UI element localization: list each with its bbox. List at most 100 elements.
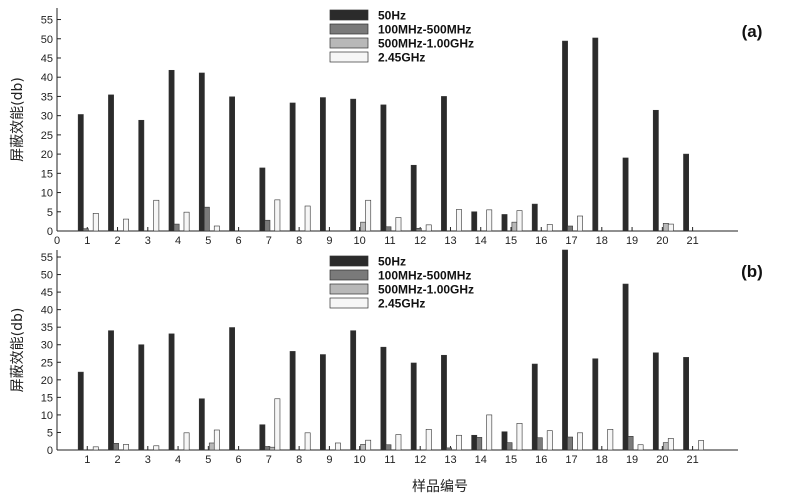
bar xyxy=(198,398,205,451)
y-tick-label: 25 xyxy=(41,357,53,369)
bar xyxy=(456,209,462,232)
y-tick-label: 40 xyxy=(41,72,53,84)
bar xyxy=(577,215,583,232)
y-tick-label: 10 xyxy=(41,188,53,200)
bar xyxy=(259,424,266,451)
x-tick-label: 1 xyxy=(84,454,90,466)
bar xyxy=(531,203,538,232)
bar xyxy=(627,436,634,451)
y-tick-label: 30 xyxy=(41,340,53,352)
y-axis-label: 屏蔽效能(db) xyxy=(10,308,26,393)
bar xyxy=(385,444,392,451)
bar xyxy=(274,199,281,232)
bar xyxy=(229,96,235,232)
bar xyxy=(511,221,518,232)
x-tick-label: 18 xyxy=(596,454,608,466)
bar xyxy=(592,37,599,232)
bar xyxy=(446,447,452,451)
bar xyxy=(501,214,508,232)
legend-swatch xyxy=(329,255,369,267)
bar xyxy=(476,437,483,451)
bar xyxy=(113,443,119,451)
bar xyxy=(92,213,99,232)
bar xyxy=(567,436,573,451)
y-tick-label: 10 xyxy=(41,410,53,422)
x-tick-label: 14 xyxy=(475,235,487,247)
bar xyxy=(506,442,513,451)
y-tick-label: 55 xyxy=(41,15,53,27)
x-tick-label: 3 xyxy=(145,454,151,466)
bar xyxy=(415,228,422,232)
bar xyxy=(183,211,190,232)
bar xyxy=(562,249,568,451)
bar xyxy=(108,330,114,451)
x-tick-label: 0 xyxy=(54,235,60,247)
legend-swatch xyxy=(329,283,369,295)
bar xyxy=(365,439,372,451)
x-tick-label: 7 xyxy=(266,235,272,247)
legend-swatch xyxy=(329,23,369,35)
bar xyxy=(683,153,689,232)
bar xyxy=(425,428,432,451)
y-tick-label: 45 xyxy=(41,53,53,65)
x-tick-label: 12 xyxy=(414,235,426,247)
x-tick-label: 21 xyxy=(686,454,698,466)
x-tick-label: 13 xyxy=(444,235,456,247)
y-tick-label: 30 xyxy=(41,111,53,123)
x-tick-label: 12 xyxy=(414,454,426,466)
bar xyxy=(360,444,367,451)
bar xyxy=(168,333,175,451)
bar xyxy=(516,423,523,451)
bar xyxy=(577,432,583,451)
x-tick-label: 17 xyxy=(565,454,577,466)
legend-swatch xyxy=(329,297,369,309)
y-tick-label: 15 xyxy=(41,392,53,404)
x-tick-label: 6 xyxy=(236,454,242,466)
x-tick-label: 15 xyxy=(505,235,517,247)
bar xyxy=(82,228,89,232)
bar xyxy=(198,72,205,232)
y-tick-label: 35 xyxy=(41,91,53,103)
bar xyxy=(667,223,674,232)
x-tick-label: 4 xyxy=(175,235,181,247)
x-tick-label: 9 xyxy=(326,235,332,247)
x-tick-label: 10 xyxy=(354,454,366,466)
bar xyxy=(289,102,296,232)
y-tick-label: 5 xyxy=(47,207,53,219)
bar xyxy=(486,414,493,451)
bar xyxy=(662,223,669,232)
bar xyxy=(269,446,276,451)
x-tick-label: 6 xyxy=(236,235,242,247)
x-tick-label: 16 xyxy=(535,454,547,466)
bar xyxy=(264,446,271,451)
bar xyxy=(274,398,281,451)
y-axis-label: 屏蔽效能(db) xyxy=(10,77,26,162)
bar xyxy=(637,444,644,451)
bar xyxy=(486,209,493,232)
bar xyxy=(264,219,271,232)
x-tick-label: 2 xyxy=(114,235,120,247)
bar xyxy=(385,226,392,232)
panel-label: (a) xyxy=(742,22,763,41)
bar xyxy=(123,218,129,232)
bar xyxy=(592,358,599,451)
y-tick-label: 20 xyxy=(41,375,53,387)
y-tick-label: 25 xyxy=(41,130,53,142)
bar xyxy=(546,224,553,232)
bar xyxy=(334,442,341,451)
bar xyxy=(350,98,357,232)
bar xyxy=(77,371,84,451)
bar xyxy=(77,114,84,232)
bar xyxy=(425,224,432,232)
bar xyxy=(153,199,160,232)
x-tick-label: 18 xyxy=(596,235,608,247)
x-tick-label: 20 xyxy=(656,235,668,247)
bar xyxy=(622,157,629,232)
bar xyxy=(546,430,553,451)
bar xyxy=(183,432,190,451)
y-tick-label: 20 xyxy=(41,149,53,161)
bar xyxy=(652,352,659,451)
legend-label: 50Hz xyxy=(378,9,406,23)
bar xyxy=(471,434,478,451)
